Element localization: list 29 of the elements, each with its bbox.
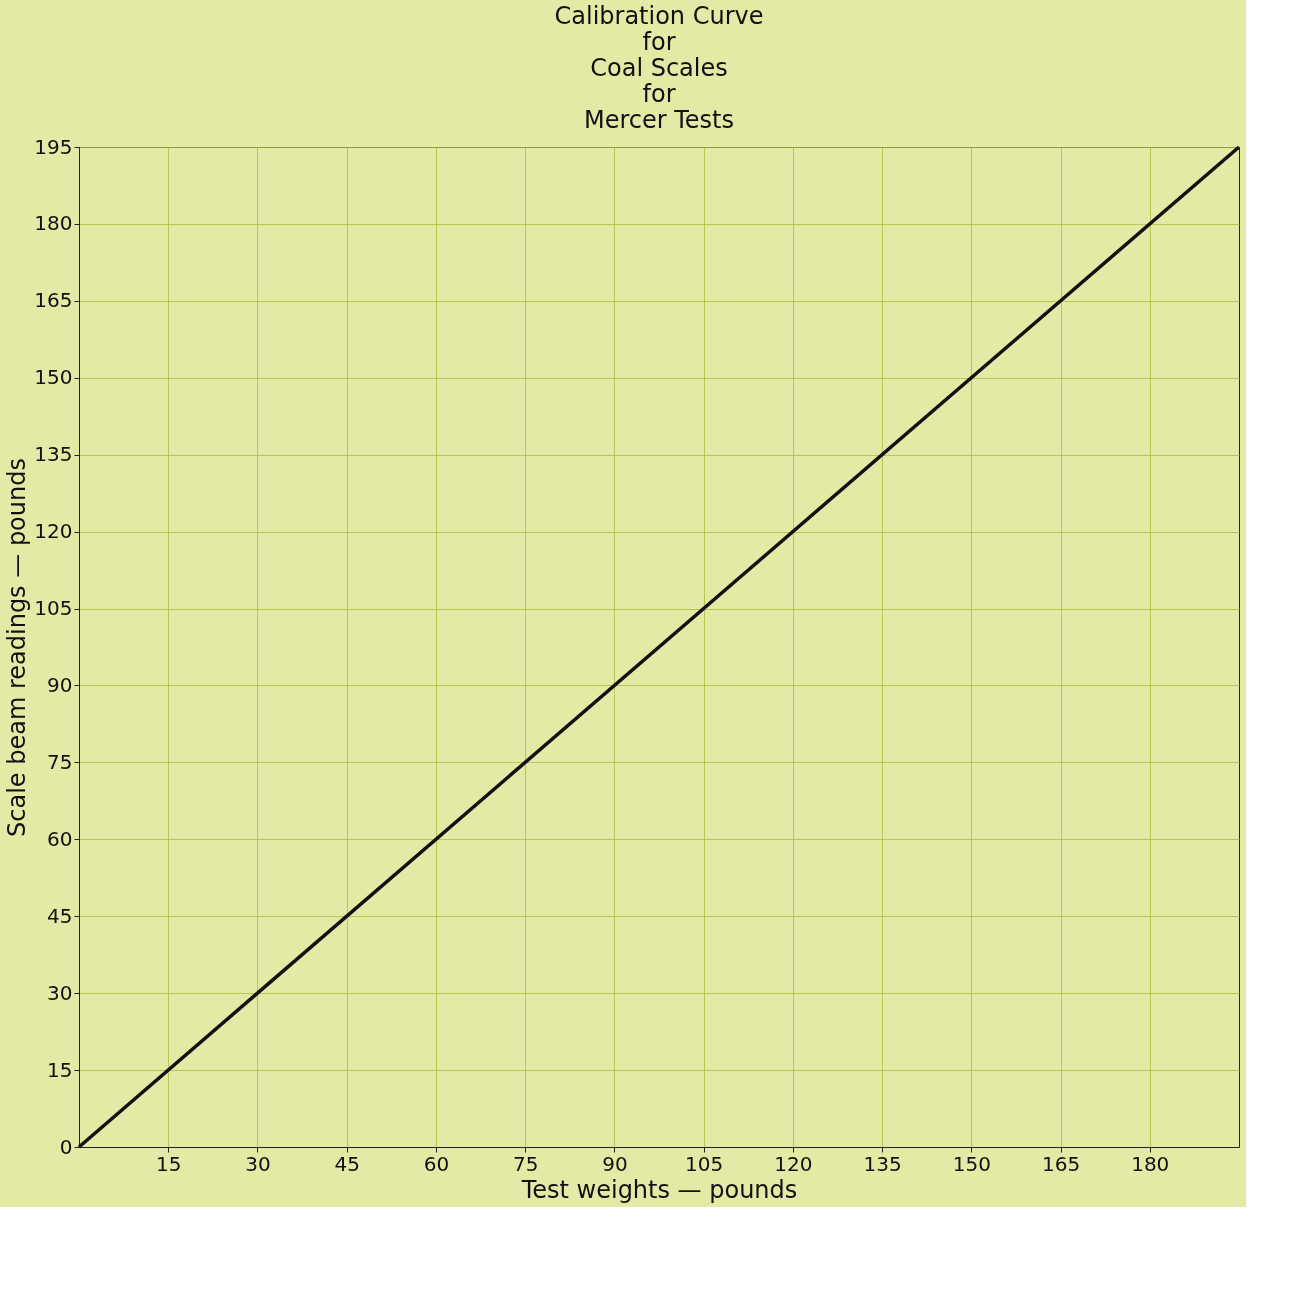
x-tick-label: 120 [774, 1151, 813, 1176]
x-tick-label: 60 [423, 1151, 450, 1176]
x-tick-label: 165 [1041, 1151, 1081, 1176]
y-tick-label: 135 [34, 442, 73, 467]
x-tick-label: 180 [1131, 1151, 1170, 1176]
x-tick-label: 135 [863, 1151, 902, 1176]
y-tick-label: 165 [34, 288, 73, 313]
x-tick-label: 75 [512, 1151, 539, 1176]
y-tick-label: 150 [34, 365, 73, 390]
y-tick-label: 75 [47, 749, 73, 774]
chart-title: Calibration Curve for Coal Scales for Mercer Tests [554, 2, 764, 134]
y-tick-label: 195 [34, 134, 73, 159]
y-tick-label: 180 [34, 211, 73, 236]
x-tick-label: 105 [685, 1151, 724, 1176]
x-tick-label: 150 [952, 1151, 991, 1176]
y-axis-title: Scale beam readings — pounds [3, 458, 32, 837]
x-tick-label: 30 [245, 1151, 271, 1176]
y-tick-label: 15 [47, 1057, 73, 1082]
y-tick-label: 120 [34, 519, 73, 544]
y-tick-label: 30 [47, 980, 73, 1005]
y-tick-label: 90 [47, 672, 73, 697]
y-tick-label: 60 [47, 826, 73, 851]
y-tick-label: 105 [34, 596, 73, 621]
x-axis-title: Test weights — pounds [520, 1175, 798, 1204]
y-tick-label: 0 [59, 1134, 73, 1159]
x-tick-label: 15 [156, 1151, 182, 1176]
x-tick-label: 90 [602, 1151, 628, 1176]
y-tick-label: 45 [47, 903, 73, 928]
x-tick-label: 45 [334, 1151, 360, 1176]
